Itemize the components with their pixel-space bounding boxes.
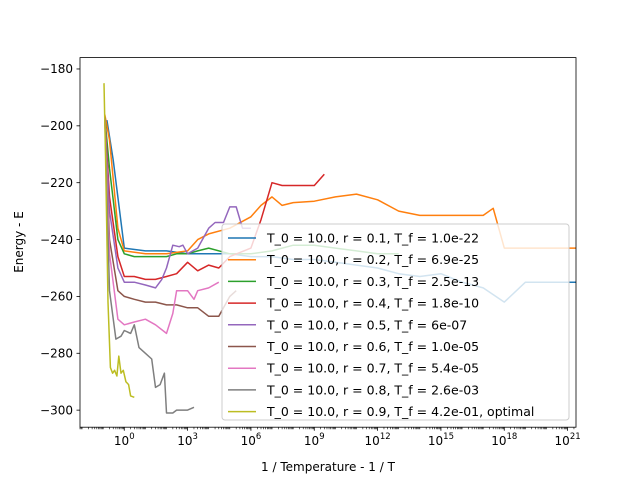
- x-tick-label: 103: [177, 432, 198, 448]
- y-tick-label: −220: [40, 176, 73, 190]
- y-tick-label: −280: [40, 346, 73, 360]
- legend-label-3: T_0 = 10.0, r = 0.3, T_f = 2.5e-13: [266, 274, 479, 289]
- legend-label-4: T_0 = 10.0, r = 0.4, T_f = 1.8e-10: [266, 296, 479, 311]
- legend-box: [221, 223, 570, 421]
- legend-label-9: T_0 = 10.0, r = 0.9, T_f = 4.2e-01, opti…: [266, 404, 534, 419]
- x-tick-label: 100: [114, 432, 135, 448]
- series-line-9: [103, 83, 135, 399]
- axes-layer: 100 103 106 109 1012 1015 1018 1021 −180 −200 −220…: [40, 57, 581, 448]
- legend-label-5: T_0 = 10.0, r = 0.5, T_f = 6e-07: [266, 317, 467, 332]
- legend-label-1: T_0 = 10.0, r = 0.1, T_f = 1.0e-22: [266, 231, 479, 246]
- legend-label-2: T_0 = 10.0, r = 0.2, T_f = 6.9e-25: [266, 252, 479, 267]
- series-line-7: [104, 117, 220, 335]
- x-tick-label: 109: [304, 432, 325, 448]
- x-tick-label: 1021: [555, 432, 581, 448]
- y-tick-label: −200: [40, 119, 73, 133]
- x-tick-label: 1015: [428, 432, 454, 448]
- y-tick-label: −300: [40, 403, 73, 417]
- y-tick-label: −260: [40, 290, 73, 304]
- y-axis-label: Energy - E: [12, 211, 26, 273]
- legend-label-8: T_0 = 10.0, r = 0.8, T_f = 2.6e-03: [266, 382, 479, 397]
- legend-label-6: T_0 = 10.0, r = 0.6, T_f = 1.0e-05: [266, 339, 479, 354]
- plot-frame: [79, 57, 577, 428]
- legend-label-7: T_0 = 10.0, r = 0.7, T_f = 5.4e-05: [266, 361, 479, 376]
- y-tick-label: −180: [40, 62, 73, 76]
- x-tick-label: 1018: [491, 432, 517, 448]
- series-line-2: [104, 114, 576, 255]
- series-line-5: [104, 117, 251, 289]
- series-line-4: [104, 117, 325, 281]
- series-layer: [103, 83, 576, 414]
- legend: T_0 = 10.0, r = 0.1, T_f = 1.0e-22 T_0 = …: [221, 223, 570, 421]
- y-tick-label: −240: [40, 233, 73, 247]
- x-tick-label: 1012: [365, 432, 391, 448]
- x-axis-label: 1 / Temperature - 1 / T: [261, 460, 396, 474]
- series-line-8: [104, 117, 195, 414]
- series-line-6: [104, 117, 237, 318]
- x-tick-label: 106: [241, 432, 262, 448]
